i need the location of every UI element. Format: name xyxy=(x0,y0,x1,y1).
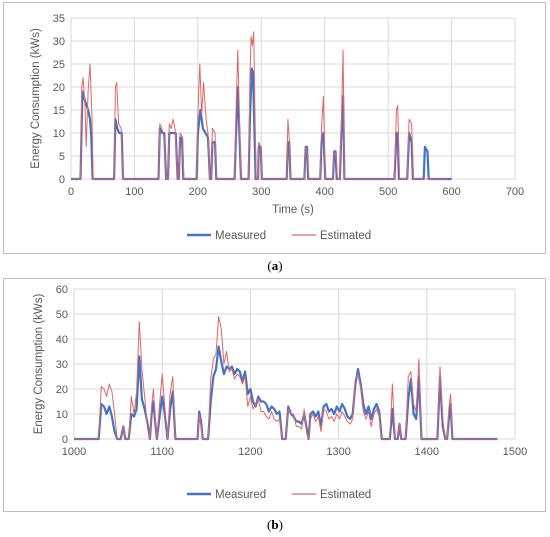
caption-b: (b) xyxy=(267,517,283,532)
x-tick-label: 1500 xyxy=(503,446,527,458)
x-axis-title: Time (s) xyxy=(272,204,314,216)
y-tick-label: 50 xyxy=(56,309,68,321)
legend-label-measured: Measured xyxy=(215,489,266,501)
y-tick-label: 5 xyxy=(59,151,65,163)
x-tick-label: 500 xyxy=(379,186,397,198)
chart-panel-b: 0 10 20 30 40 50 60 1000 1100 1200 1300 1400 1500 Ene… xyxy=(3,278,546,512)
y-tick-label: 30 xyxy=(56,359,68,371)
y-tick-label: 35 xyxy=(53,13,65,25)
series-line-estimated xyxy=(71,31,449,180)
caption-a-letter: a xyxy=(271,258,279,273)
legend-label-measured: Measured xyxy=(215,230,266,242)
x-tick-label: 400 xyxy=(316,186,334,198)
x-tick-label: 1300 xyxy=(326,446,350,458)
y-tick-label: 0 xyxy=(59,174,65,186)
x-tick-label: 100 xyxy=(125,186,143,198)
chart-b-svg: 0 10 20 30 40 50 60 1000 1100 1200 1300 1400 1500 Ene… xyxy=(33,284,527,501)
chart-panel-a: 0 5 10 15 20 25 30 35 0 100 200 300 400 500 600 700 Ener… xyxy=(3,2,546,254)
y-tick-label: 40 xyxy=(56,334,68,346)
series-line-estimated xyxy=(74,316,498,440)
legend-label-estimated: Estimated xyxy=(320,489,371,501)
x-tick-label: 1000 xyxy=(62,446,86,458)
y-tick-label: 30 xyxy=(53,36,65,48)
y-axis-title: Energy Consumption (kWs) xyxy=(30,28,42,169)
y-tick-label: 60 xyxy=(56,284,68,296)
x-tick-label: 1100 xyxy=(150,446,174,458)
caption-b-letter: b xyxy=(271,517,279,532)
caption-a: (a) xyxy=(267,258,283,273)
x-tick-label: 200 xyxy=(189,186,207,198)
y-tick-label: 10 xyxy=(53,128,65,140)
y-tick-label: 10 xyxy=(56,409,68,421)
y-tick-label: 20 xyxy=(56,384,68,396)
x-tick-label: 1400 xyxy=(415,446,439,458)
x-tick-label: 700 xyxy=(506,186,524,198)
x-tick-label: 300 xyxy=(252,186,270,198)
legend-label-estimated: Estimated xyxy=(320,230,371,242)
y-tick-label: 25 xyxy=(53,59,65,71)
chart-a-svg: 0 5 10 15 20 25 30 35 0 100 200 300 400 500 600 700 Ener… xyxy=(30,13,524,242)
x-tick-label: 600 xyxy=(442,186,460,198)
y-axis-title: Energy Consumption (kWs) xyxy=(33,294,45,435)
x-tick-label: 0 xyxy=(68,186,74,198)
y-tick-label: 15 xyxy=(53,105,65,117)
y-tick-label: 0 xyxy=(62,434,68,446)
x-tick-label: 1200 xyxy=(238,446,262,458)
y-tick-label: 20 xyxy=(53,82,65,94)
